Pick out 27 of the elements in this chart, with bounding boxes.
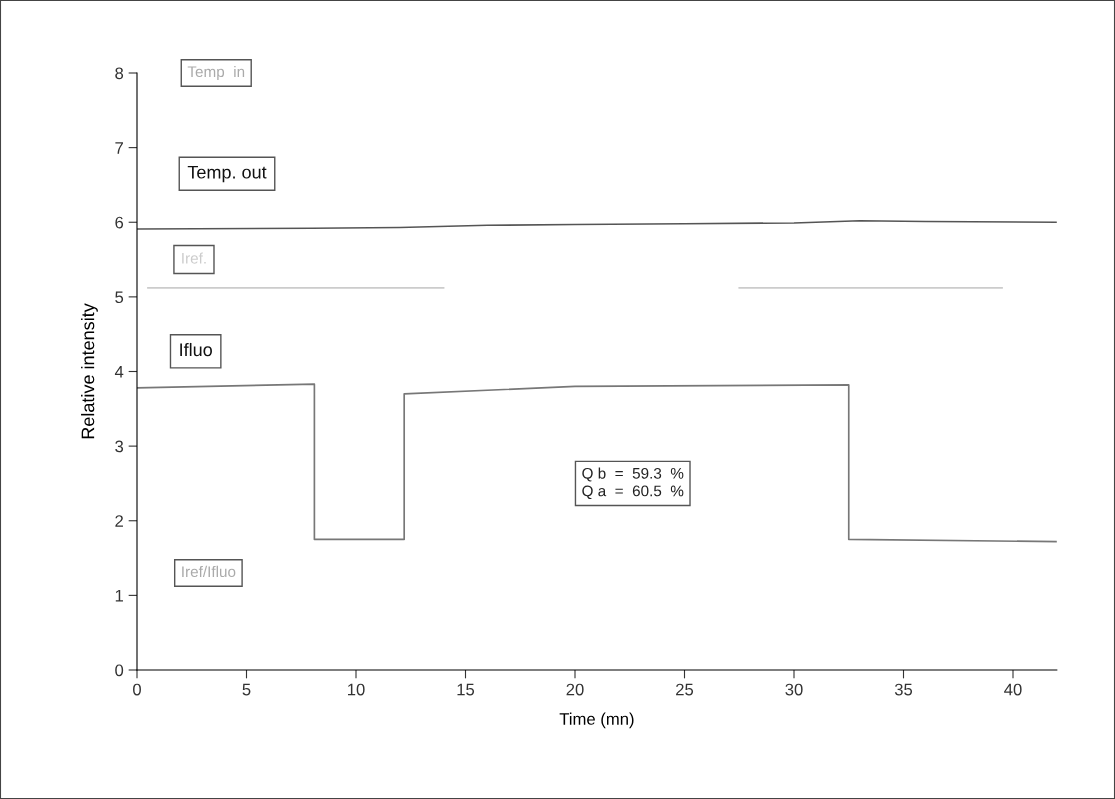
y-tick-label: 2 xyxy=(115,515,123,527)
y-tick-label: 5 xyxy=(115,291,124,304)
y-tick-label: 0 xyxy=(115,664,124,677)
line-series xyxy=(137,219,1057,230)
y-tick-label: 1 xyxy=(115,589,123,602)
x-tick-label: 30 xyxy=(785,683,803,696)
line-series xyxy=(137,383,1057,543)
y-axis-title: Relative intensity xyxy=(81,303,98,439)
x-tick-label: 20 xyxy=(566,683,584,696)
x-tick-label: 0 xyxy=(133,683,141,696)
text: Temp. out xyxy=(187,165,267,183)
x-tick-label: 10 xyxy=(348,683,365,696)
x-tick-label: 35 xyxy=(894,683,913,696)
y-tick-label: 7 xyxy=(115,142,123,154)
annotation: Iref/Ifluo xyxy=(182,565,236,578)
x-tick-label: 25 xyxy=(676,683,694,696)
annotation: Temp in xyxy=(187,65,245,81)
x-tick-label: 15 xyxy=(457,683,475,696)
series-label: Ifluo xyxy=(180,342,212,357)
x-tick-label: 5 xyxy=(242,683,251,696)
y-tick-label: 8 xyxy=(115,67,124,80)
x-tick-label: 40 xyxy=(1004,683,1022,696)
y-tick-label: 6 xyxy=(115,216,124,229)
y-tick-label: 4 xyxy=(114,366,124,378)
annotation: Q b = 59.3 % Q a = 60.5 % xyxy=(582,467,684,500)
x-axis-title: Time (mn) xyxy=(559,712,634,729)
y-tick-label: 3 xyxy=(115,440,124,453)
